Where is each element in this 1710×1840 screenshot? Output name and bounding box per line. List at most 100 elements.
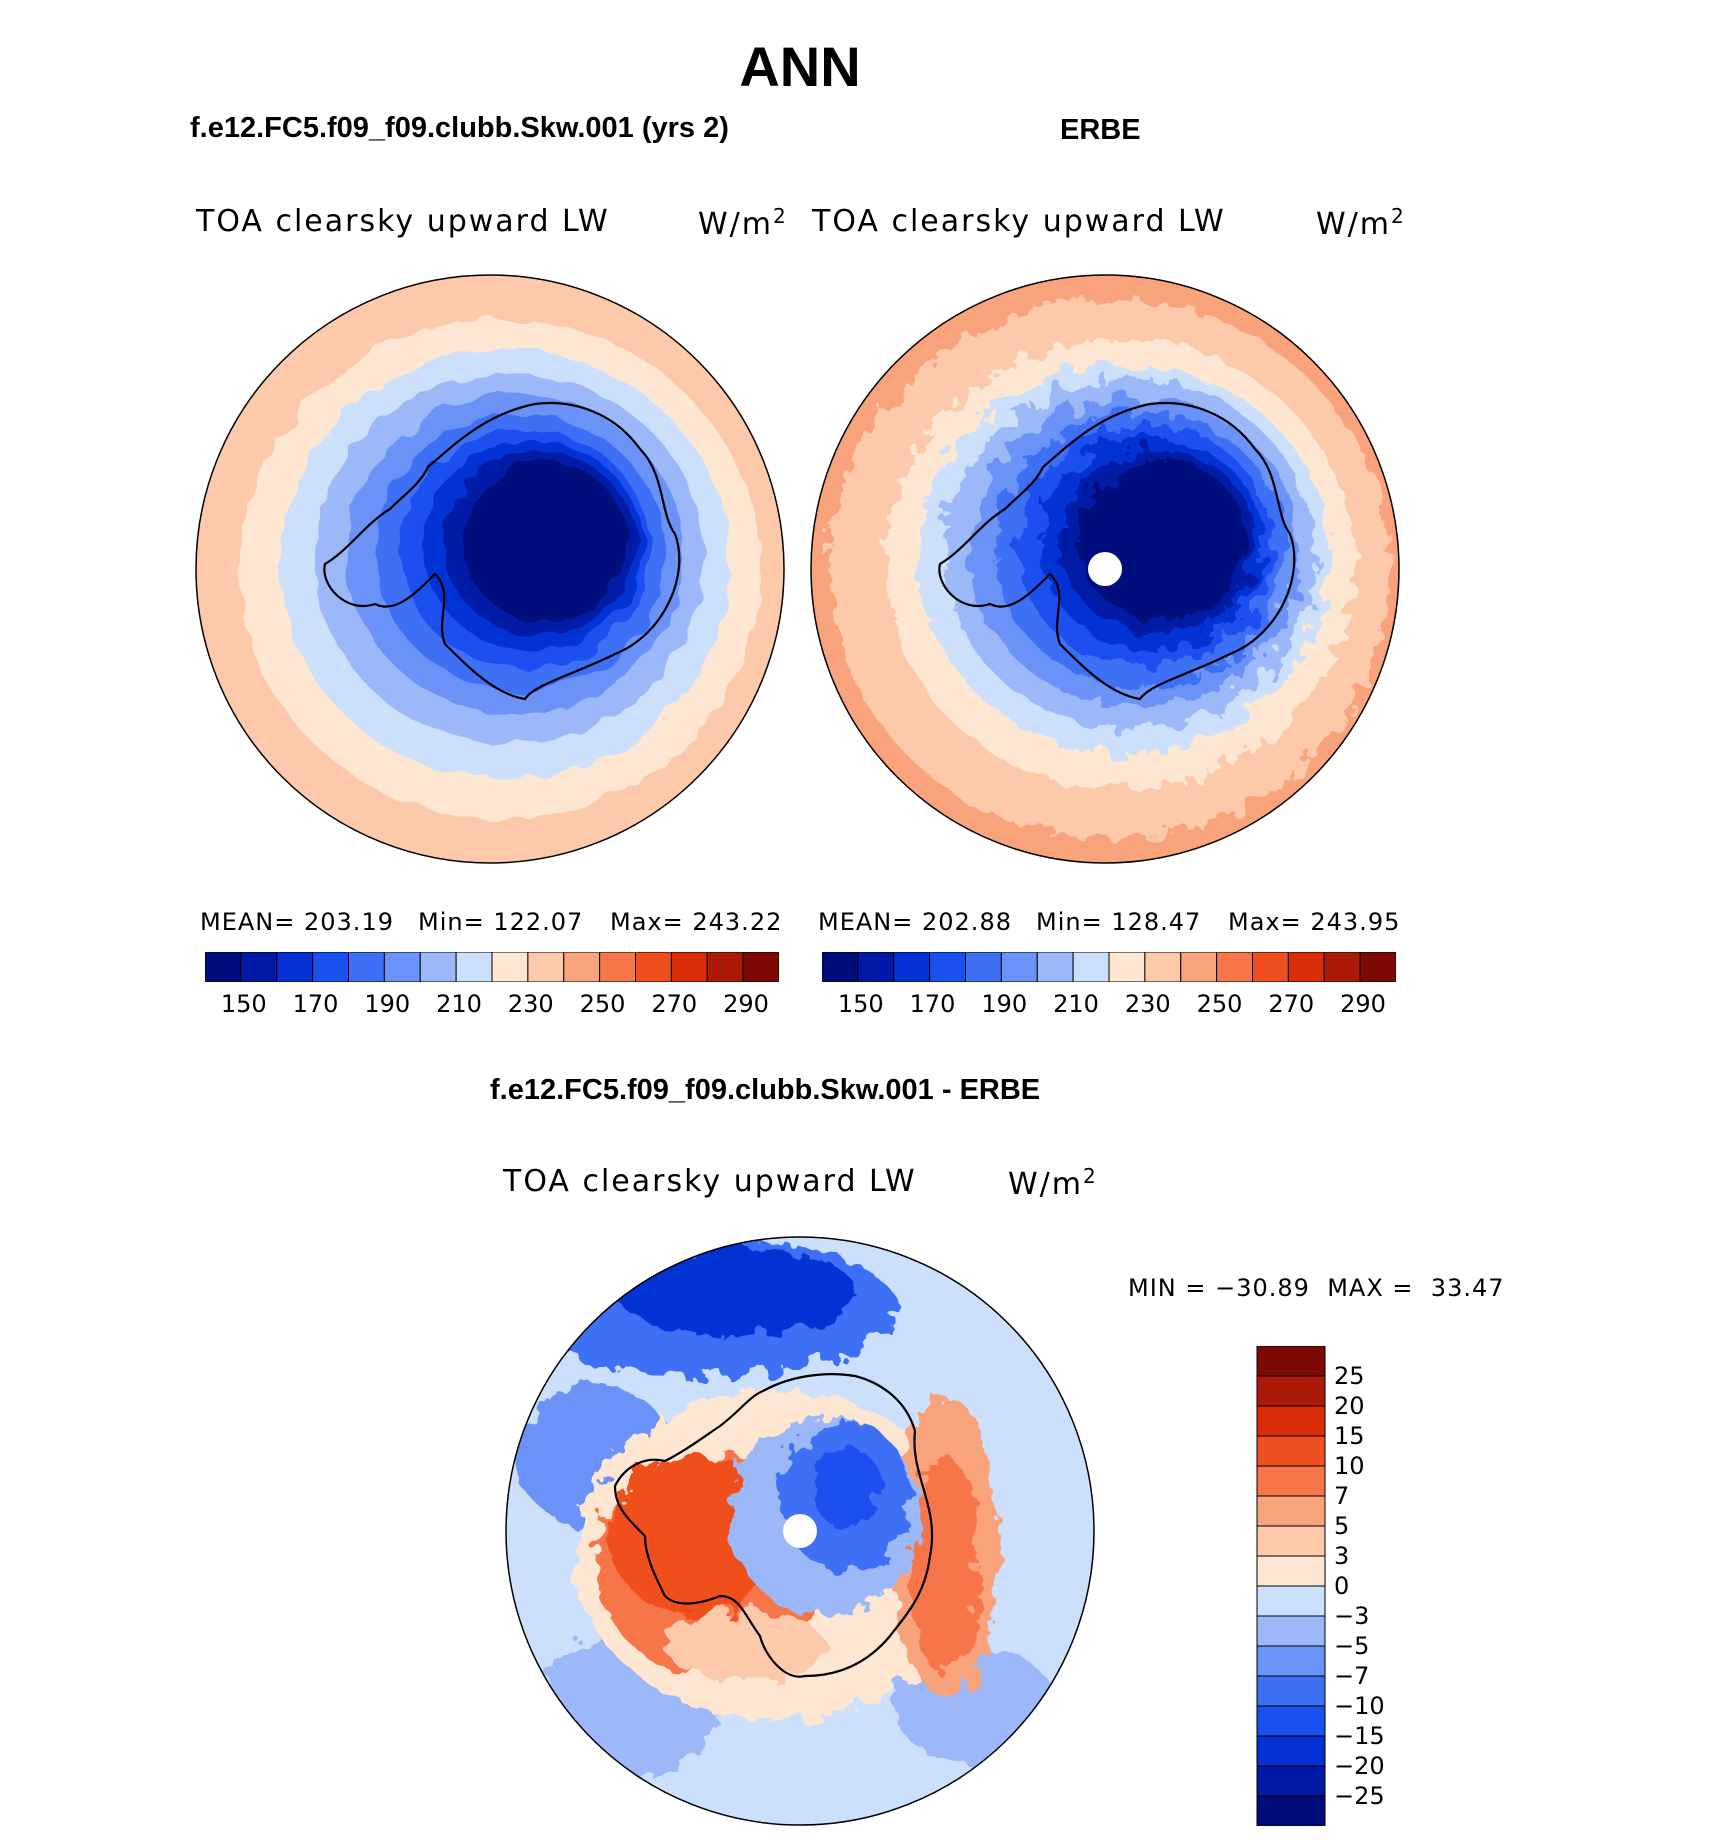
diff-colorbar-box: [1256, 1555, 1326, 1587]
panel1-title: f.e12.FC5.f09_f09.clubb.Skw.001 (yrs 2): [190, 112, 729, 144]
panel1-antarctica-outline: [323, 402, 681, 701]
diff-minmax: MIN = −30.89 MAX = 33.47: [1128, 1274, 1505, 1302]
colorbar2-box: [965, 952, 1002, 982]
colorbar2-box: [1287, 952, 1325, 982]
diff-colorbar-box: [1256, 1465, 1326, 1497]
colorbar2-box: [1000, 952, 1038, 982]
colorbar2-tick-label: 170: [909, 990, 956, 1018]
colorbar2-box: [1252, 952, 1289, 982]
colorbar1-box: [348, 952, 385, 982]
panel1-mean: MEAN= 203.19: [200, 908, 394, 936]
colorbar1-tick-label: 290: [723, 990, 769, 1018]
colorbar2-tick-label: 210: [1053, 990, 1099, 1018]
panel2-colorbar-ticks: 150 170 190 210 230 250 270 290: [822, 990, 1396, 1020]
diff-colorbar-tick-label: 0: [1334, 1572, 1350, 1600]
panel1-map: [195, 274, 785, 864]
panel2-title: ERBE: [1060, 114, 1141, 146]
colorbar2-box: [929, 952, 966, 982]
diff-colorbar-tick-label: −3: [1334, 1602, 1370, 1630]
diff-antarctica-outline: [613, 1373, 934, 1678]
diff-colorbar-tick-label: 5: [1334, 1512, 1350, 1540]
colorbar1-box: [599, 952, 636, 982]
diff-colorbar-tick-label: 3: [1334, 1542, 1350, 1570]
colorbar2-tick-label: 150: [837, 990, 884, 1018]
diff-colorbar-box: [1256, 1705, 1326, 1737]
colorbar2-tick-label: 290: [1340, 990, 1386, 1018]
diff-colorbar-box: [1256, 1585, 1326, 1617]
panel2-map: [810, 274, 1400, 864]
panel2-antarctica-outline: [938, 402, 1296, 701]
diff-variable: TOA clearsky upward LW: [503, 1164, 917, 1199]
diff-colorbar-box: [1256, 1615, 1326, 1647]
colorbar2-box: [822, 952, 859, 982]
panel1-units: W/m2: [698, 204, 788, 242]
panel2-mean: MEAN= 202.88: [818, 908, 1012, 936]
colorbar1-box: [205, 952, 242, 982]
colorbar1-tick-label: 210: [436, 990, 482, 1018]
panel2-colorbar: [822, 952, 1396, 982]
diff-pole-hole: [783, 1514, 817, 1548]
panel1-variable: TOA clearsky upward LW: [196, 204, 610, 239]
diff-colorbar: [1256, 1346, 1326, 1826]
colorbar1-tick-label: 190: [364, 990, 411, 1018]
diff-colorbar-tick-label: 20: [1334, 1392, 1365, 1420]
colorbar1-box: [706, 952, 744, 982]
diff-colorbar-box: [1256, 1495, 1326, 1527]
colorbar2-box: [1036, 952, 1074, 982]
panel2-variable: TOA clearsky upward LW: [812, 204, 1226, 239]
panel1-min: Min= 122.07: [418, 908, 584, 936]
colorbar1-box: [455, 952, 493, 982]
colorbar2-tick-label: 270: [1268, 990, 1315, 1018]
colorbar2-tick-label: 230: [1124, 990, 1171, 1018]
colorbar1-tick-label: 270: [651, 990, 698, 1018]
panel2-map-border: [810, 274, 1400, 864]
panel1-colorbar: [205, 952, 779, 982]
panel1-contours: [196, 275, 784, 863]
diff-colorbar-box: [1256, 1525, 1326, 1557]
colorbar2-box: [893, 952, 931, 982]
diff-colorbar-box: [1256, 1435, 1326, 1467]
colorbar1-tick-label: 170: [292, 990, 339, 1018]
diff-colorbar-tick-label: 25: [1334, 1362, 1365, 1390]
colorbar2-tick-label: 190: [981, 990, 1028, 1018]
diff-colorbar-tick-label: −15: [1334, 1722, 1385, 1750]
colorbar1-box: [527, 952, 565, 982]
diff-colorbar-box: [1256, 1795, 1326, 1826]
colorbar1-box: [742, 952, 779, 982]
diff-colorbar-box: [1256, 1375, 1326, 1407]
panel1-map-border: [195, 274, 785, 864]
colorbar1-tick-label: 250: [579, 990, 626, 1018]
diff-map: [505, 1236, 1095, 1826]
diff-colorbar-box: [1256, 1645, 1326, 1677]
diff-colorbar-ticks: 25 20 15 10 7 5 3 0 −3 −5 −7 −10 −15 −20 −25: [1334, 1346, 1434, 1826]
diff-colorbar-tick-label: 7: [1334, 1482, 1350, 1510]
colorbar2-box: [1216, 952, 1253, 982]
colorbar2-box: [1323, 952, 1361, 982]
diff-colorbar-box: [1256, 1346, 1326, 1377]
colorbar1-box: [491, 952, 529, 982]
diff-colorbar-tick-label: −5: [1334, 1632, 1370, 1660]
panel2-max: Max= 243.95: [1228, 908, 1401, 936]
diff-colorbar-tick-label: 10: [1334, 1452, 1365, 1480]
diff-colorbar-box: [1256, 1765, 1326, 1797]
colorbar1-box: [670, 952, 708, 982]
diff-units: W/m2: [1008, 1164, 1098, 1202]
panel2-min: Min= 128.47: [1036, 908, 1202, 936]
colorbar2-box: [1072, 952, 1110, 982]
colorbar1-tick-label: 230: [507, 990, 554, 1018]
diff-title: f.e12.FC5.f09_f09.clubb.Skw.001 - ERBE: [490, 1074, 1041, 1106]
diff-colorbar-tick-label: −25: [1334, 1782, 1385, 1810]
diff-colorbar-box: [1256, 1735, 1326, 1767]
colorbar1-box: [383, 952, 421, 982]
diff-colorbar-tick-label: −20: [1334, 1752, 1385, 1780]
colorbar1-box: [312, 952, 349, 982]
panel2-pole-hole: [1088, 552, 1122, 586]
diff-colorbar-tick-label: −10: [1334, 1692, 1385, 1720]
page-title: ANN: [739, 35, 861, 98]
panel1-colorbar-ticks: 150 170 190 210 230 250 270 290: [205, 990, 779, 1020]
diff-colorbar-tick-label: −7: [1334, 1662, 1370, 1690]
colorbar2-box: [857, 952, 895, 982]
colorbar1-box: [563, 952, 601, 982]
panel2-units: W/m2: [1316, 204, 1406, 242]
colorbar2-box: [1359, 952, 1396, 982]
